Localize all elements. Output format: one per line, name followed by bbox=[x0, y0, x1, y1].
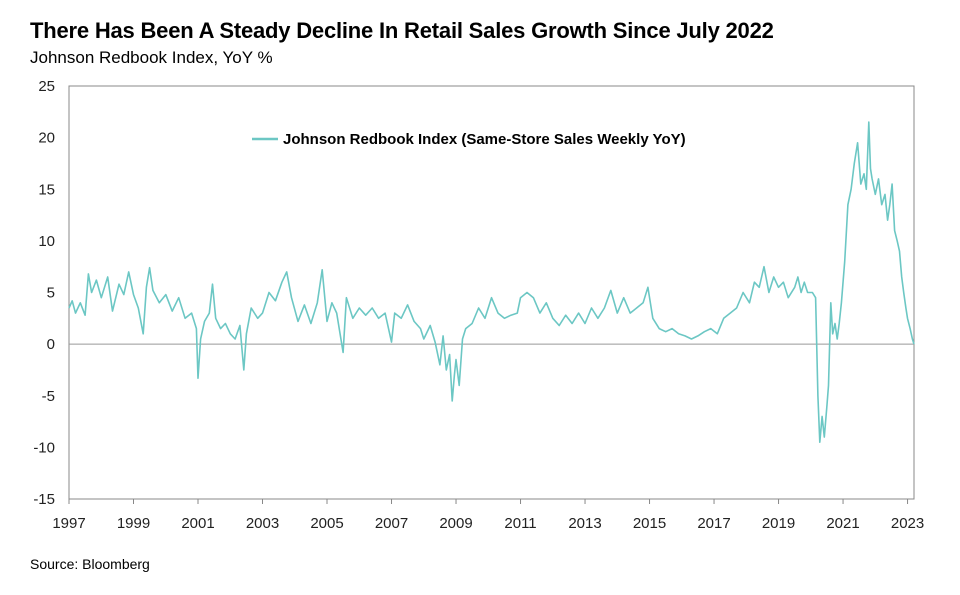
x-tick-label: 2017 bbox=[697, 515, 730, 532]
y-axis-ticks: -15 -10 -5 0 5 10 15 20 25 bbox=[33, 78, 55, 508]
chart-title: There Has Been A Steady Decline In Retai… bbox=[30, 18, 774, 43]
source-note: Source: Bloomberg bbox=[30, 556, 150, 572]
x-tick-label: 2015 bbox=[633, 515, 666, 532]
plot-area-frame bbox=[68, 85, 915, 500]
y-tick-label: -10 bbox=[33, 439, 55, 456]
legend: Johnson Redbook Index (Same-Store Sales … bbox=[252, 131, 686, 148]
y-tick-label: -5 bbox=[42, 388, 55, 405]
x-tick-label: 1997 bbox=[52, 515, 85, 532]
series-layer bbox=[68, 121, 915, 444]
y-tick-label: 10 bbox=[38, 233, 55, 250]
y-tick-label: 5 bbox=[47, 285, 55, 302]
y-tick-label: 20 bbox=[38, 130, 55, 147]
x-tick-label: 2019 bbox=[762, 515, 795, 532]
x-tick-label: 2011 bbox=[504, 515, 536, 532]
x-tick-label: 2001 bbox=[181, 515, 214, 532]
legend-label: Johnson Redbook Index (Same-Store Sales … bbox=[283, 131, 686, 148]
x-tick-label: 2023 bbox=[891, 515, 924, 532]
y-tick-label: 15 bbox=[38, 181, 55, 198]
x-tick-label: 2005 bbox=[310, 515, 343, 532]
chart-subtitle: Johnson Redbook Index, YoY % bbox=[30, 48, 273, 67]
y-tick-label: -15 bbox=[33, 491, 55, 508]
x-tick-label: 2009 bbox=[439, 515, 472, 532]
y-tick-label: 0 bbox=[47, 336, 55, 353]
x-tick-label: 2003 bbox=[246, 515, 279, 532]
series-line-redbook bbox=[68, 121, 915, 444]
x-tick-label: 2007 bbox=[375, 515, 408, 532]
x-axis-ticks: 1997 1999 2001 2003 2005 2007 2009 2011 2013 2015… bbox=[52, 499, 924, 532]
x-tick-label: 2013 bbox=[568, 515, 601, 532]
x-tick-label: 1999 bbox=[117, 515, 150, 532]
x-tick-label: 2021 bbox=[826, 515, 859, 532]
y-tick-label: 25 bbox=[38, 78, 55, 95]
